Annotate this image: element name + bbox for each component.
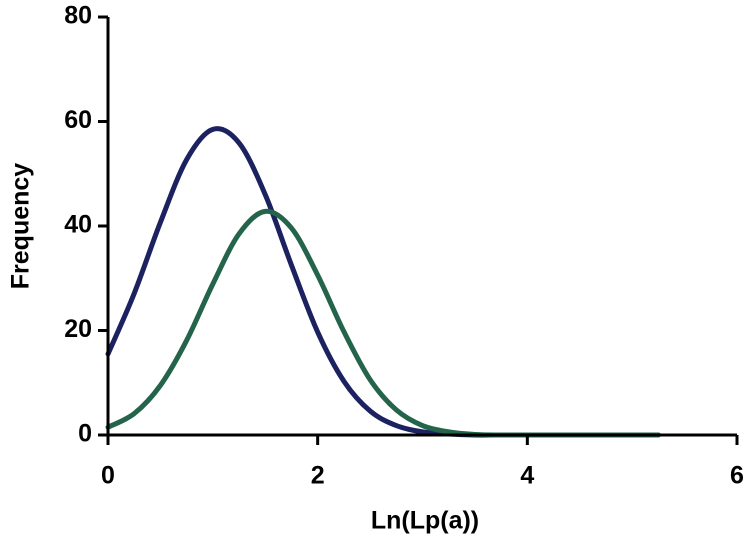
x-axis-label: Ln(Lp(a)): [371, 507, 479, 535]
y-tick-label: 80: [64, 2, 92, 30]
y-tick-label: 40: [64, 211, 92, 239]
y-tick-label: 0: [78, 420, 92, 448]
x-tick-label: 4: [520, 462, 534, 490]
data-line: [105, 208, 661, 438]
data-line: [105, 126, 661, 438]
x-tick-label: 0: [101, 462, 115, 490]
y-tick-label: 60: [64, 106, 92, 134]
y-tick-label: 20: [64, 315, 92, 343]
x-tick-label: 2: [311, 462, 325, 490]
y-axis-label: Frequency: [7, 163, 35, 290]
x-tick-label: 6: [730, 462, 744, 490]
